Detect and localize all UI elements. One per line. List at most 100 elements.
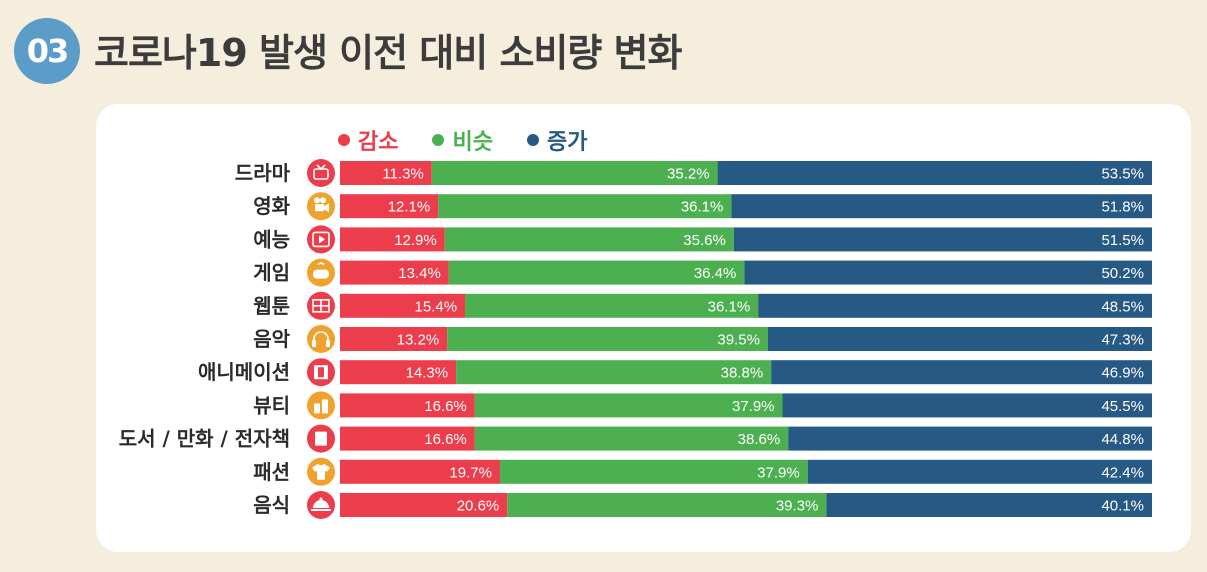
video-play-icon <box>307 225 335 254</box>
data-label-decrease: 12.9% <box>394 232 437 249</box>
category-label: 음악 <box>253 327 290 351</box>
bar-segment-decrease <box>340 360 457 385</box>
bar-segment-increase <box>717 161 1152 185</box>
movie-camera-icon <box>307 192 335 221</box>
bar-segment-increase <box>771 360 1152 385</box>
bar-segment-decrease <box>340 327 448 351</box>
legend-item-decrease: 감소 <box>338 124 398 156</box>
food-cloche-icon <box>307 491 335 519</box>
legend-dot-similar <box>432 134 445 146</box>
tshirt-icon <box>307 457 335 486</box>
data-label-similar: 39.5% <box>717 332 760 349</box>
data-label-decrease: 12.1% <box>388 199 431 216</box>
bar-segment-similar <box>474 426 789 451</box>
data-label-similar: 36.4% <box>694 265 737 282</box>
data-label-similar: 38.8% <box>721 365 764 382</box>
bar-segment-similar <box>444 227 734 252</box>
gamepad-icon <box>307 258 335 287</box>
section-number-badge: 03 <box>14 18 80 84</box>
data-label-increase: 51.5% <box>1101 232 1144 249</box>
bar-segment-increase <box>731 194 1152 219</box>
bar-segment-increase <box>733 227 1152 252</box>
cosmetics-icon <box>307 391 335 420</box>
data-label-decrease: 19.7% <box>449 464 492 481</box>
chart-legend: 감소 비슷 증가 <box>338 124 587 156</box>
data-label-similar: 37.9% <box>732 398 775 415</box>
bar-segment-increase <box>826 493 1152 517</box>
bar-segment-similar <box>438 194 732 219</box>
data-label-similar: 39.3% <box>776 498 819 515</box>
bar-segment-decrease <box>340 393 475 418</box>
bar-segment-decrease <box>340 493 508 517</box>
bar-segment-similar <box>507 493 827 517</box>
bar-segment-similar <box>499 459 808 484</box>
data-label-increase: 44.8% <box>1101 431 1144 448</box>
category-label: 도서 / 만화 / 전자책 <box>119 427 290 451</box>
data-label-increase: 50.2% <box>1101 265 1144 282</box>
category-label: 영화 <box>253 194 290 218</box>
category-label: 게임 <box>253 261 290 285</box>
bar-segment-decrease <box>340 459 500 484</box>
bar-segment-decrease <box>340 194 439 219</box>
data-label-similar: 37.9% <box>757 464 800 481</box>
bar-segment-increase <box>758 293 1152 318</box>
data-label-decrease: 16.6% <box>424 431 467 448</box>
bar-segment-similar <box>456 360 772 385</box>
bar-segment-similar <box>474 393 783 418</box>
page-title: 코로나19 발생 이전 대비 소비량 변화 <box>94 31 682 75</box>
data-label-similar: 36.1% <box>708 298 751 315</box>
data-label-decrease: 13.4% <box>398 265 441 282</box>
bar-segment-similar <box>465 293 759 318</box>
data-label-similar: 36.1% <box>681 199 724 216</box>
data-label-increase: 42.4% <box>1101 464 1144 481</box>
legend-dot-decrease <box>338 134 350 146</box>
bar-segment-similar <box>431 161 718 185</box>
data-label-increase: 48.5% <box>1101 298 1144 315</box>
bar-segment-decrease <box>340 161 432 185</box>
category-label: 패션 <box>253 460 290 484</box>
data-label-increase: 53.5% <box>1101 166 1144 183</box>
legend-label-similar: 비슷 <box>452 130 493 155</box>
category-label: 애니메이션 <box>198 360 290 384</box>
bar-segment-increase <box>782 393 1152 418</box>
legend-label-decrease: 감소 <box>358 130 399 155</box>
legend-item-similar: 비슷 <box>432 124 493 156</box>
legend-label-increase: 증가 <box>546 130 588 155</box>
data-label-similar: 38.6% <box>738 431 781 448</box>
tv-icon <box>307 159 335 187</box>
category-label: 뷰티 <box>253 393 290 417</box>
bar-segment-decrease <box>340 260 449 285</box>
bar-segment-decrease <box>340 426 475 451</box>
legend-dot-increase <box>526 134 539 146</box>
data-label-decrease: 14.3% <box>406 365 449 382</box>
data-label-increase: 46.9% <box>1101 365 1144 382</box>
bar-segment-increase <box>767 327 1152 351</box>
bar-segment-similar <box>447 327 768 351</box>
book-icon <box>307 424 335 453</box>
category-label: 웹툰 <box>253 294 290 318</box>
headphones-icon <box>307 325 335 353</box>
data-label-increase: 51.8% <box>1101 199 1144 216</box>
bar-segment-increase <box>744 260 1152 285</box>
bar-segment-increase <box>788 426 1152 451</box>
film-strip-icon <box>307 358 335 387</box>
data-label-decrease: 15.4% <box>415 298 458 315</box>
webtoon-book-icon <box>307 291 335 320</box>
category-label: 드라마 <box>235 161 291 185</box>
data-label-similar: 35.2% <box>667 166 710 183</box>
data-label-similar: 35.6% <box>683 232 726 249</box>
data-label-increase: 45.5% <box>1101 398 1144 415</box>
data-label-decrease: 11.3% <box>382 166 423 183</box>
data-label-increase: 40.1% <box>1101 498 1144 515</box>
bar-segment-decrease <box>340 227 445 252</box>
data-label-decrease: 20.6% <box>457 498 500 515</box>
data-label-increase: 47.3% <box>1101 332 1144 349</box>
data-label-decrease: 16.6% <box>424 398 467 415</box>
bar-segment-similar <box>448 260 745 285</box>
category-label: 예능 <box>253 227 290 251</box>
category-label: 음식 <box>253 493 290 517</box>
bar-segment-increase <box>807 459 1152 484</box>
bar-segment-decrease <box>340 293 466 318</box>
legend-item-increase: 증가 <box>526 124 588 156</box>
